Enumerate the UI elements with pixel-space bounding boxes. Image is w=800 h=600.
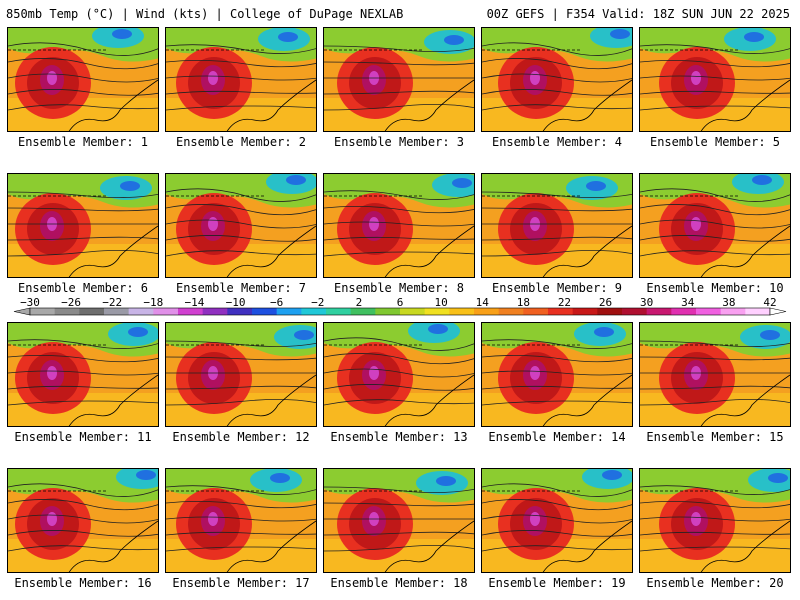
colorbar-segment [104,308,130,315]
colorbar-label: 14 [476,296,490,309]
colorbar-label: 38 [722,296,735,309]
colorbar-segment [375,308,401,315]
member-caption: Ensemble Member: 11 [14,430,152,444]
member-caption: Ensemble Member: 12 [172,430,310,444]
member-caption: Ensemble Member: 20 [646,576,784,590]
colorbar-label: 34 [681,296,695,309]
colorbar-segment [79,308,105,315]
colorbar-segment [696,308,722,315]
member-map-11 [7,322,159,427]
colorbar-segment [128,308,154,315]
member-map-14 [481,322,633,427]
colorbar-segment [646,308,672,315]
colorbar-label: 2 [356,296,363,309]
member-caption: Ensemble Member: 19 [488,576,626,590]
colorbar-label: −26 [61,296,81,309]
header-run-info: 00Z GEFS | F354 Valid: 18Z SUN JUN 22 20… [486,7,790,21]
member-map-17 [165,468,317,573]
colorbar-segment [252,308,278,315]
member-caption: Ensemble Member: 3 [333,135,465,149]
colorbar-segment [548,308,574,315]
member-map-16 [7,468,159,573]
colorbar-segment [720,308,746,315]
colorbar-segment [178,308,204,315]
member-map-10 [639,173,791,278]
colorbar-segment [54,308,80,315]
member-map-3 [323,27,475,132]
colorbar-segment [572,308,598,315]
member-caption: Ensemble Member: 18 [330,576,468,590]
temperature-colorbar: −30 −26 −22 −18 −14 −10 −6 −2 2 6 10 14 18 22 26 30 34 38… [13,296,787,316]
colorbar-label: −6 [270,296,283,309]
member-caption: Ensemble Member: 17 [172,576,310,590]
member-map-13 [323,322,475,427]
colorbar-label: −14 [185,296,205,309]
colorbar-segment [227,308,253,315]
colorbar-segment [474,308,500,315]
member-caption: Ensemble Member: 15 [646,430,784,444]
colorbar-label: −2 [311,296,324,309]
colorbar-segment [153,308,179,315]
member-map-7 [165,173,317,278]
colorbar-label: 30 [640,296,653,309]
colorbar-label: 18 [517,296,530,309]
colorbar-right-arrow [769,307,787,316]
member-caption: Ensemble Member: 16 [14,576,152,590]
member-caption: Ensemble Member: 4 [491,135,623,149]
colorbar-label: 22 [558,296,571,309]
header-title: 850mb Temp (°C) | Wind (kts) | College o… [6,7,404,21]
colorbar-segment [30,308,56,315]
colorbar-label: −30 [20,296,40,309]
colorbar-segment [326,308,352,315]
colorbar-segment [597,308,623,315]
member-caption: Ensemble Member: 8 [333,281,465,295]
colorbar-segment [350,308,376,315]
colorbar-segment [671,308,697,315]
member-caption: Ensemble Member: 7 [175,281,307,295]
member-caption: Ensemble Member: 10 [646,281,784,295]
colorbar-segment [498,308,524,315]
colorbar-segment [202,308,228,315]
member-caption: Ensemble Member: 14 [488,430,626,444]
member-caption: Ensemble Member: 1 [17,135,149,149]
member-map-8 [323,173,475,278]
member-map-15 [639,322,791,427]
colorbar-label: −10 [226,296,246,309]
colorbar-segment [400,308,426,315]
member-map-12 [165,322,317,427]
colorbar-segment [301,308,327,315]
colorbar-segment [523,308,549,315]
member-map-9 [481,173,633,278]
member-map-5 [639,27,791,132]
colorbar-label: 42 [763,296,776,309]
colorbar-label: 10 [434,296,447,309]
member-caption: Ensemble Member: 6 [17,281,149,295]
colorbar-label: 26 [599,296,612,309]
colorbar-label: −22 [102,296,122,309]
member-map-20 [639,468,791,573]
member-caption: Ensemble Member: 5 [649,135,781,149]
colorbar-segment [424,308,450,315]
colorbar-segment [449,308,475,315]
member-map-19 [481,468,633,573]
member-map-6 [7,173,159,278]
member-caption: Ensemble Member: 2 [175,135,307,149]
member-caption: Ensemble Member: 9 [491,281,623,295]
colorbar-left-arrow [13,307,31,316]
colorbar-label: −18 [143,296,163,309]
member-map-18 [323,468,475,573]
colorbar-segment [276,308,302,315]
member-caption: Ensemble Member: 13 [330,430,468,444]
member-map-1 [7,27,159,132]
member-map-2 [165,27,317,132]
member-map-4 [481,27,633,132]
colorbar-segment [745,308,771,315]
colorbar-label: 6 [397,296,404,309]
colorbar-segment [622,308,648,315]
